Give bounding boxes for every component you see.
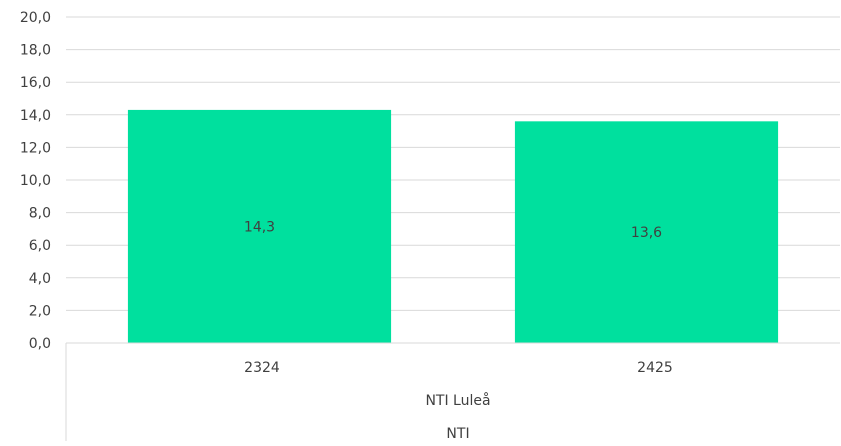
y-axis-tick-labels: 0,0 2,0 4,0 6,0 8,0 10,0 12,0 14,0 16,0 18,0 20,0 [20,10,51,352]
y-tick-label: 18,0 [20,43,51,59]
y-tick-label: 2,0 [29,303,51,319]
y-tick-label: 20,0 [20,10,51,26]
data-label-2425: 13,6 [631,225,662,241]
category-label-2324: 2324 [244,360,280,376]
bar-2425 [514,121,779,343]
y-tick-label: 4,0 [29,271,51,287]
bars [127,109,779,343]
group-label-nti: NTI [446,426,469,441]
y-tick-label: 14,0 [20,108,51,124]
y-tick-label: 8,0 [29,206,51,222]
x-axis: 2324 2425 NTI Luleå NTI [65,342,840,442]
y-tick-label: 10,0 [20,173,51,189]
group-label-nti-lulea: NTI Luleå [425,392,490,409]
data-labels: 14,3 13,6 [244,219,662,241]
y-tick-label: 16,0 [20,75,51,91]
y-tick-label: 0,0 [29,336,51,352]
bar-2324 [127,109,392,343]
y-tick-label: 6,0 [29,238,51,254]
data-label-2324: 14,3 [244,219,275,235]
y-tick-label: 12,0 [20,140,51,156]
category-label-2425: 2425 [637,360,673,376]
